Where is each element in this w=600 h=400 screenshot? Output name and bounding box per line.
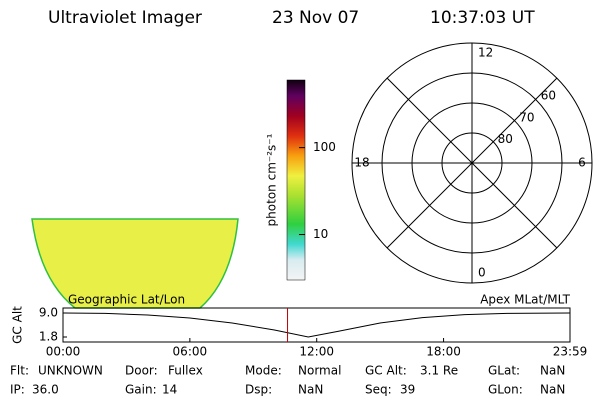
lat-circle [381,72,563,254]
colorbar-tick-label: 100 [313,140,336,154]
field-value: 39 [400,383,415,397]
colorbar-tick-label: 10 [313,227,328,241]
x-tick-label: 23:59 [553,345,588,359]
y-axis-label: GC Alt [11,306,25,344]
field-value: 3.1 Re [420,364,458,378]
time: 10:37:03 UT [430,8,535,28]
x-tick-label: 06:00 [173,345,208,359]
lat-circle [441,132,503,194]
date: 23 Nov 07 [272,8,359,28]
field-value: 14 [162,383,177,397]
field-value: Normal [298,364,341,378]
field-value: NaN [540,383,565,397]
field-label: Flt: [10,364,29,378]
field-label: Seq: [365,383,392,397]
field-value: NaN [298,383,323,397]
mlt-label: 6 [578,156,586,170]
left-label: Geographic Lat/Lon [68,293,185,307]
field-label: GLon: [488,383,523,397]
field-value: UNKNOWN [38,364,103,378]
field-label: GC Alt: [365,364,407,378]
colorbar [286,79,306,281]
orbit-frame [62,307,571,343]
field-label: Door: [125,364,158,378]
field-label: Mode: [245,364,282,378]
field-value: NaN [540,364,565,378]
colorbar-label: photon cm⁻²s⁻¹ [265,133,279,226]
y-tick-label: 1.8 [39,330,58,344]
mlt-label: 12 [478,46,493,60]
field-label: Dsp: [245,383,272,397]
field-value: Fullex [168,364,203,378]
x-tick-label: 00:00 [46,345,81,359]
field-value: 36.0 [32,383,59,397]
x-tick-label: 12:00 [299,345,334,359]
lat-label: 60 [541,89,556,103]
mlt-label: 0 [478,266,486,280]
lat-label: 80 [498,132,513,146]
lat-circle [411,102,533,224]
mlt-label: 18 [354,156,369,170]
lat-label: 70 [519,110,534,124]
field-label: Gain: [125,383,157,397]
polar-spoke [386,77,558,249]
title: Ultraviolet Imager [48,8,202,28]
right-label: Apex MLat/MLT [480,293,570,307]
x-tick-label: 18:00 [426,345,461,359]
field-label: IP: [10,383,25,397]
field-label: GLat: [488,364,520,378]
altitude-line [62,312,571,338]
y-tick-label: 9.0 [39,306,58,320]
